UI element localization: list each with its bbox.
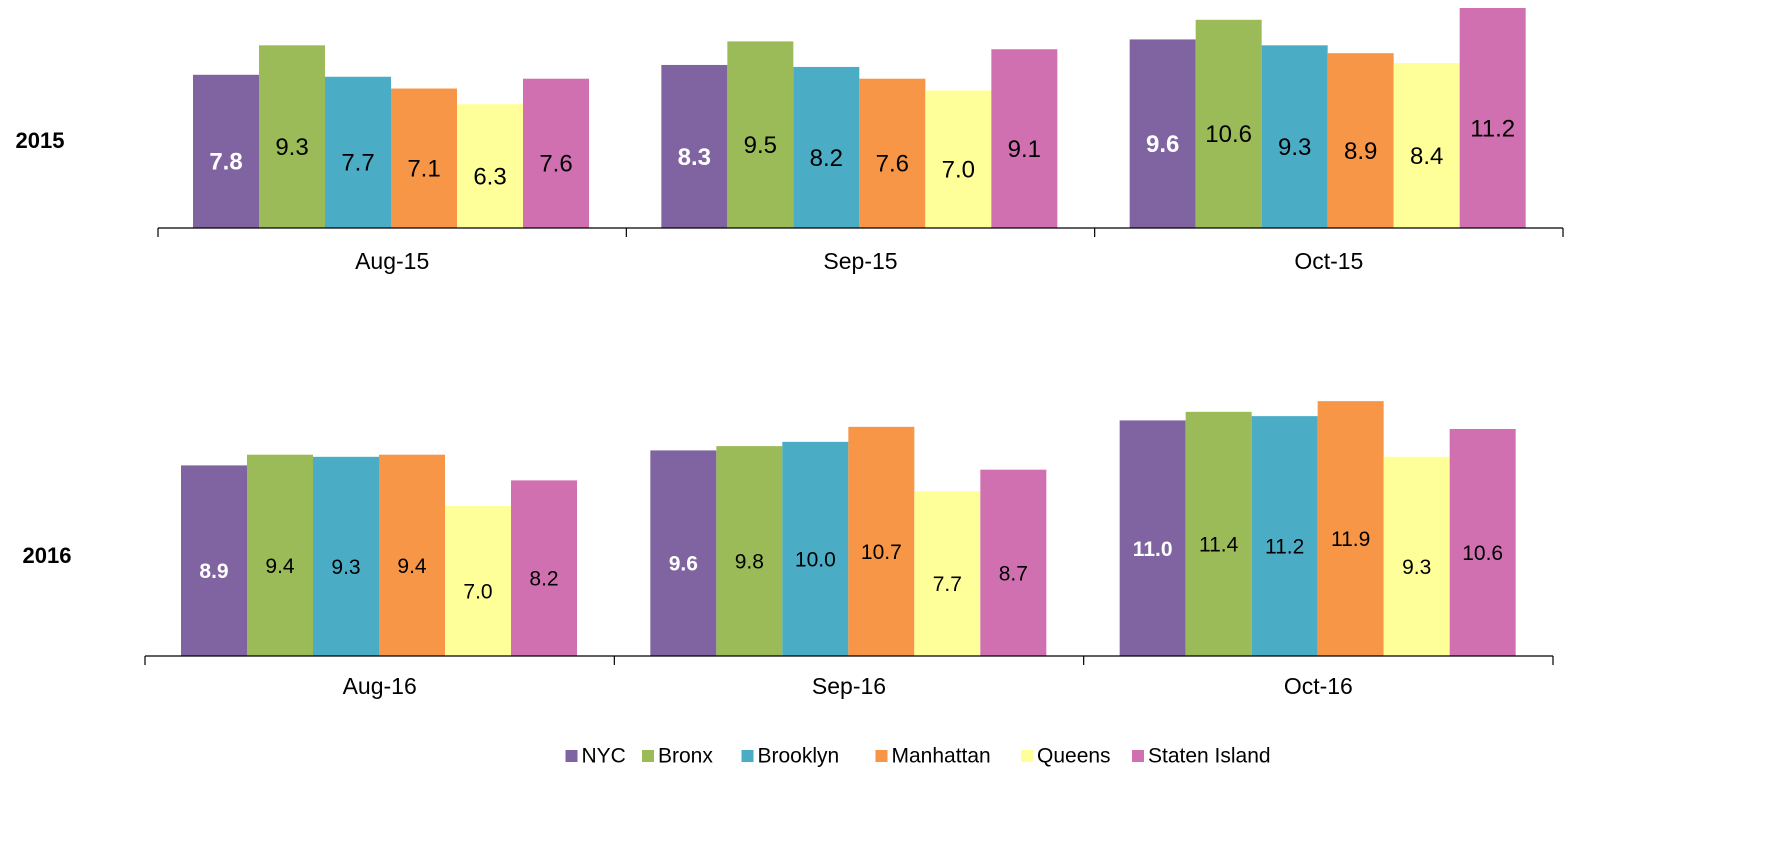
bar: [1185, 411, 1252, 656]
bar: [247, 454, 313, 656]
data-label: 7.1: [407, 156, 440, 183]
data-label: 10.0: [795, 548, 836, 571]
data-label: 10.6: [1462, 542, 1503, 565]
row-label: 2016: [23, 543, 72, 568]
legend-label: Bronx: [658, 745, 713, 768]
legend-label: NYC: [582, 745, 626, 768]
data-label: 10.7: [861, 541, 902, 564]
bar: [848, 426, 915, 656]
data-label: 8.3: [678, 144, 711, 171]
bar: [523, 78, 589, 228]
data-label: 11.9: [1331, 528, 1370, 551]
data-label: 9.3: [275, 134, 308, 161]
x-tick-label: Sep-15: [823, 248, 897, 274]
bar: [1129, 39, 1196, 228]
bar: [391, 88, 457, 229]
bar: [650, 450, 717, 656]
bar: [991, 49, 1058, 228]
data-label: 7.0: [942, 157, 975, 184]
data-label: 7.6: [876, 151, 909, 178]
bar: [325, 76, 391, 228]
data-label: 9.3: [331, 556, 360, 579]
legend-label: Brooklyn: [758, 745, 840, 768]
bar: [980, 469, 1047, 656]
data-label: 11.2: [1470, 115, 1515, 142]
bar: [1327, 53, 1394, 228]
legend-swatch: [642, 750, 654, 762]
data-label: 9.3: [1278, 134, 1311, 161]
bar: [193, 74, 259, 229]
bar: [727, 41, 794, 229]
x-tick-label: Aug-15: [355, 248, 429, 274]
data-label: 11.4: [1199, 533, 1239, 556]
bar: [793, 66, 860, 228]
data-label: 7.6: [539, 151, 572, 178]
x-tick-label: Aug-16: [343, 673, 417, 699]
data-label: 8.9: [1344, 138, 1377, 165]
bar: [859, 78, 926, 228]
bar: [1393, 63, 1460, 228]
data-label: 8.9: [199, 560, 228, 583]
bar: [1459, 8, 1526, 228]
legend-swatch: [741, 750, 754, 762]
bar: [782, 441, 849, 656]
bar: [457, 104, 523, 228]
data-label: 7.7: [341, 150, 374, 177]
bar: [1119, 420, 1186, 656]
bar: [181, 465, 247, 656]
bar: [716, 446, 783, 656]
data-label: 9.3: [1402, 556, 1431, 579]
legend-swatch: [875, 750, 888, 762]
data-label: 9.8: [735, 551, 764, 574]
data-label: 11.2: [1265, 536, 1304, 559]
legend-label: Staten Island: [1148, 745, 1271, 768]
x-tick-label: Oct-16: [1284, 673, 1353, 699]
data-label: 7.8: [209, 149, 242, 176]
bar: [1317, 401, 1384, 656]
legend-swatch: [1021, 750, 1033, 762]
bar: [1195, 19, 1262, 228]
data-label: 9.4: [265, 555, 295, 578]
bar: [661, 64, 728, 228]
bar: [511, 480, 577, 656]
bar: [925, 90, 992, 228]
legend-label: Queens: [1037, 745, 1111, 768]
bar: [1449, 428, 1516, 656]
data-label: 9.4: [397, 555, 427, 578]
data-label: 9.5: [744, 132, 777, 159]
data-label: 10.6: [1205, 121, 1252, 148]
data-label: 8.4: [1410, 143, 1443, 170]
bar: [259, 45, 325, 229]
data-label: 7.7: [933, 573, 962, 596]
bar: [445, 506, 511, 656]
legend-swatch: [565, 750, 578, 762]
bar: [914, 491, 981, 656]
data-label: 8.2: [810, 145, 843, 172]
bar: [1383, 456, 1450, 656]
data-label: 8.7: [999, 562, 1028, 585]
bar: [313, 456, 379, 656]
bar: [1261, 45, 1328, 229]
data-label: 8.2: [529, 568, 558, 591]
data-label: 7.0: [463, 581, 492, 604]
data-label: 6.3: [473, 163, 506, 190]
data-label: 9.6: [1146, 131, 1179, 158]
data-label: 9.1: [1008, 136, 1041, 163]
row-label: 2015: [16, 128, 65, 153]
legend-label: Manhattan: [892, 745, 991, 768]
bar: [379, 454, 445, 656]
data-label: 9.6: [669, 553, 698, 576]
x-tick-label: Sep-16: [812, 673, 886, 699]
x-tick-label: Oct-15: [1294, 248, 1363, 274]
bar: [1251, 416, 1318, 656]
data-label: 11.0: [1133, 538, 1173, 561]
legend-swatch: [1132, 750, 1144, 762]
